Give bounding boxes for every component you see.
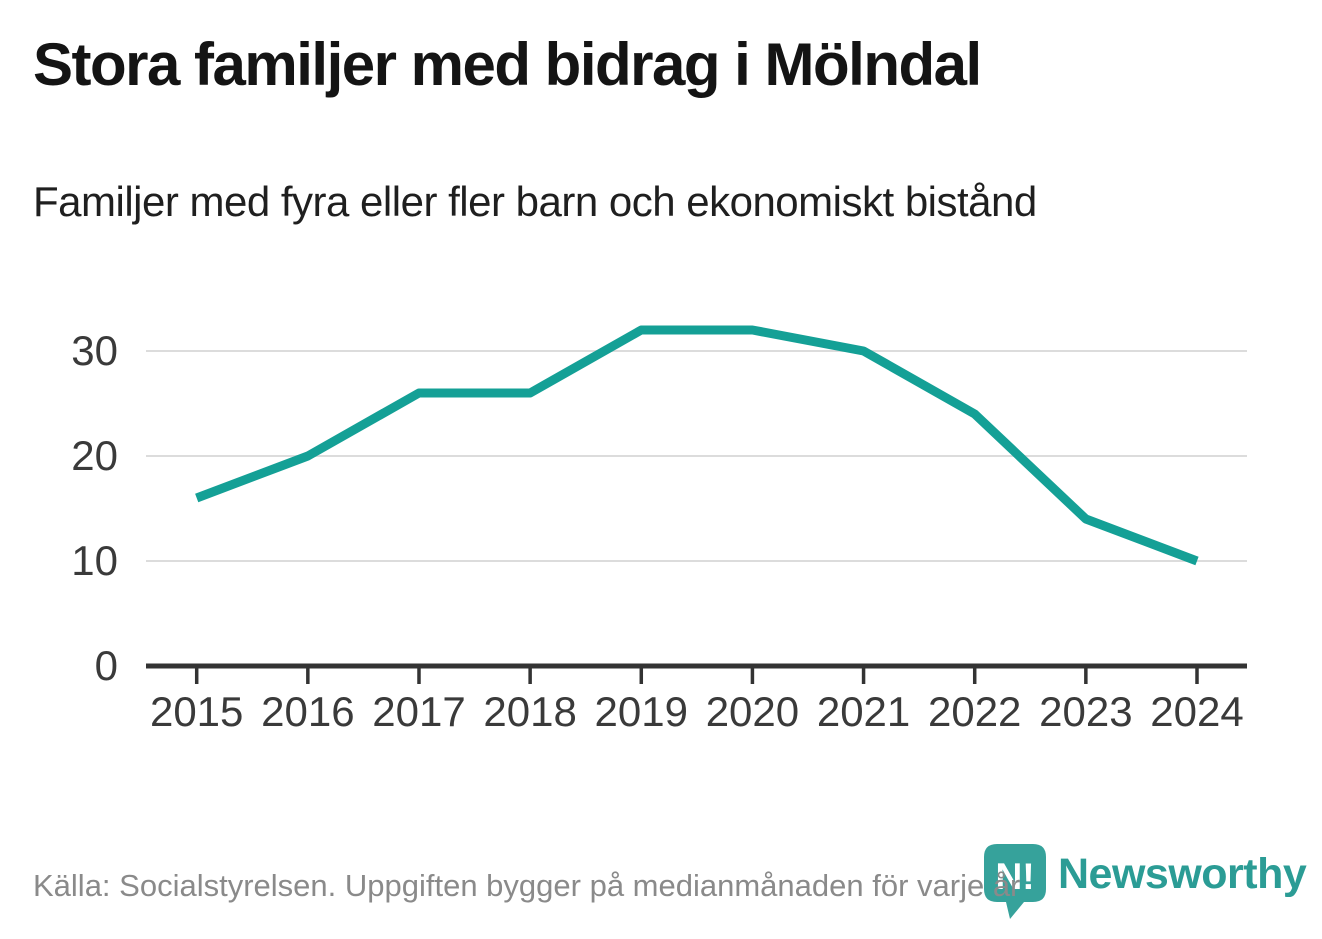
- x-tick-label: 2024: [1150, 688, 1243, 735]
- x-tick-label: 2020: [706, 688, 799, 735]
- x-tick-label: 2018: [483, 688, 576, 735]
- y-tick-label: 30: [71, 327, 118, 374]
- data-line: [195, 325, 1199, 566]
- newsworthy-logo-text: Newsworthy: [1058, 850, 1307, 898]
- y-tick-label: 20: [71, 432, 118, 479]
- y-tick-label: 10: [71, 537, 118, 584]
- x-tick-label: 2016: [261, 688, 354, 735]
- x-tick-label: 2023: [1039, 688, 1132, 735]
- source-note: Källa: Socialstyrelsen. Uppgiften bygger…: [33, 868, 1021, 903]
- newsworthy-badge-icon: N!: [984, 844, 1046, 919]
- line-chart: 0 10 20 30 2015 2016 2017 2018 2019 2020 2021 2022 2…: [71, 325, 1247, 735]
- y-tick-label: 0: [95, 642, 118, 689]
- newsworthy-logo[interactable]: N! Newsworthy: [984, 844, 1307, 920]
- chart-subtitle: Familjer med fyra eller fler barn och ek…: [33, 178, 1037, 225]
- x-tick-label: 2019: [595, 688, 688, 735]
- x-tick-label: 2021: [817, 688, 910, 735]
- chart-title: Stora familjer med bidrag i Mölndal: [33, 31, 982, 98]
- x-tick-label: 2022: [928, 688, 1021, 735]
- svg-text:N!: N!: [995, 856, 1034, 897]
- x-tick-label: 2017: [372, 688, 465, 735]
- x-tick-label: 2015: [150, 688, 243, 735]
